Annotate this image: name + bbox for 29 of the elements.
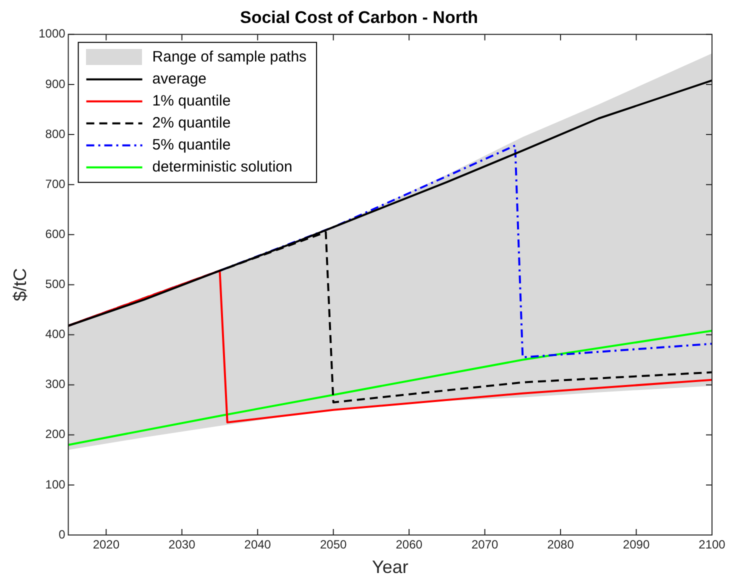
x-tick-label: 2040: [244, 538, 272, 552]
x-tick-label: 2090: [622, 538, 650, 552]
x-axis-title: Year: [372, 557, 408, 578]
x-tick-label: 2080: [547, 538, 574, 552]
y-tick-label: 800: [45, 126, 66, 141]
y-tick-label: 500: [45, 277, 66, 292]
x-tick-label: 2020: [92, 538, 120, 552]
y-tick-label: 100: [45, 477, 66, 492]
legend-label: deterministic solution: [152, 158, 292, 176]
legend-label: 1% quantile: [152, 92, 231, 110]
x-tick-label: 2060: [396, 538, 423, 552]
y-tick-label: 300: [45, 377, 66, 392]
y-tick-label: 200: [45, 427, 66, 442]
x-tick-label: 2070: [471, 538, 498, 552]
legend-label: 2% quantile: [152, 114, 231, 132]
x-tick-label: 2050: [320, 538, 348, 552]
y-tick-label: 1000: [38, 26, 66, 41]
legend-label: average: [152, 70, 207, 88]
chart-title: Social Cost of Carbon - North: [240, 8, 478, 27]
legend-label: 5% quantile: [152, 136, 231, 154]
y-tick-label: 400: [45, 327, 66, 342]
y-tick-label: 0: [58, 527, 66, 542]
y-tick-label: 700: [45, 176, 66, 191]
x-tick-label: 2100: [698, 538, 726, 552]
x-tick-label: 2030: [168, 538, 196, 552]
y-axis-title: $/tC: [10, 268, 30, 302]
annotation: Range of sample paths: [152, 48, 307, 66]
y-tick-label: 600: [45, 226, 66, 241]
y-tick-label: 900: [45, 76, 66, 91]
